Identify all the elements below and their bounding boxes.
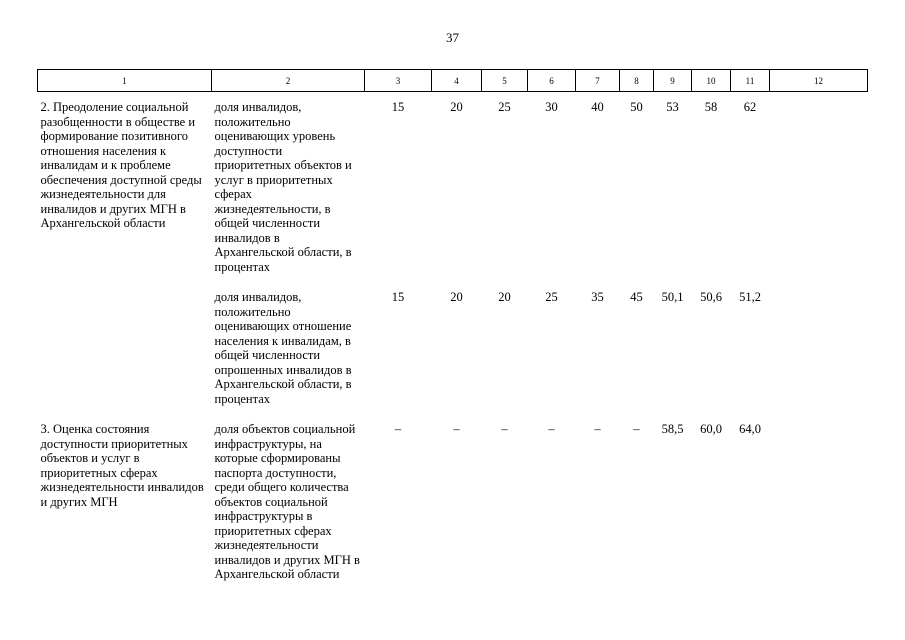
value-cell: – [548,422,555,436]
column-header-11: 11 [730,69,770,92]
indicator-cell: доля инвалидов, положительно оценивающих… [214,100,352,274]
header-row: 1 2 3 4 5 6 7 8 9 10 11 12 [37,69,868,92]
value-cell: 25 [498,100,511,114]
value-cell: 20 [450,100,463,114]
indicators-table: 1 2 3 4 5 6 7 8 9 10 11 12 2. Преодолени… [37,69,868,590]
value-cell [770,414,868,590]
page-number: 37 [446,30,459,45]
value-cell: 15 [391,100,405,114]
column-header-10: 10 [691,69,731,92]
indicator-cell: доля инвалидов, положительно оценивающих… [214,290,352,406]
value-cell: 20 [498,290,511,304]
value-cell [770,282,868,414]
value-cell: 50,6 [700,290,722,304]
task-cell [38,282,212,414]
table-row-1: 2. Преодоление социальной разобщенности … [38,92,868,283]
table-row-3: 3. Оценка состояния доступности приорите… [38,414,868,590]
value-cell: 25 [545,290,558,304]
table-body: 2. Преодоление социальной разобщенности … [38,92,868,590]
value-cell: 40 [591,100,604,114]
value-cell [770,92,868,283]
column-header-6: 6 [527,69,576,92]
value-cell: – [633,422,640,436]
value-cell: 45 [630,290,643,304]
value-cell: 50 [630,100,643,114]
column-header-12: 12 [769,69,868,92]
column-header-4: 4 [431,69,482,92]
column-header-7: 7 [575,69,620,92]
value-cell: 58,5 [661,422,684,436]
column-header-3: 3 [364,69,432,92]
value-cell: 35 [591,290,604,304]
column-header-9: 9 [653,69,692,92]
value-cell: 50,1 [661,290,684,304]
table-row-2: доля инвалидов, положительно оценивающих… [38,282,868,414]
table-header: 1 2 3 4 5 6 7 8 9 10 11 12 [37,69,868,92]
value-cell: – [453,422,460,436]
value-cell: 20 [450,290,463,304]
value-cell: – [394,422,402,436]
column-header-8: 8 [619,69,654,92]
value-cell: 30 [545,100,558,114]
value-cell: 58 [704,100,718,114]
column-header-1: 1 [37,69,212,92]
value-cell: 51,2 [739,290,761,304]
task-cell: 2. Преодоление социальной разобщенности … [40,100,202,230]
task-cell: 3. Оценка состояния доступности приорите… [40,422,204,509]
value-cell: 53 [666,100,679,114]
column-header-5: 5 [481,69,528,92]
value-cell: – [594,422,601,436]
column-header-2: 2 [211,69,365,92]
value-cell: – [501,422,508,436]
value-cell: 64,0 [739,422,761,436]
indicator-cell: доля объектов социальной инфраструктуры,… [214,422,360,581]
value-cell: 60,0 [700,422,722,436]
value-cell: 15 [391,290,405,304]
value-cell: 62 [743,100,757,114]
